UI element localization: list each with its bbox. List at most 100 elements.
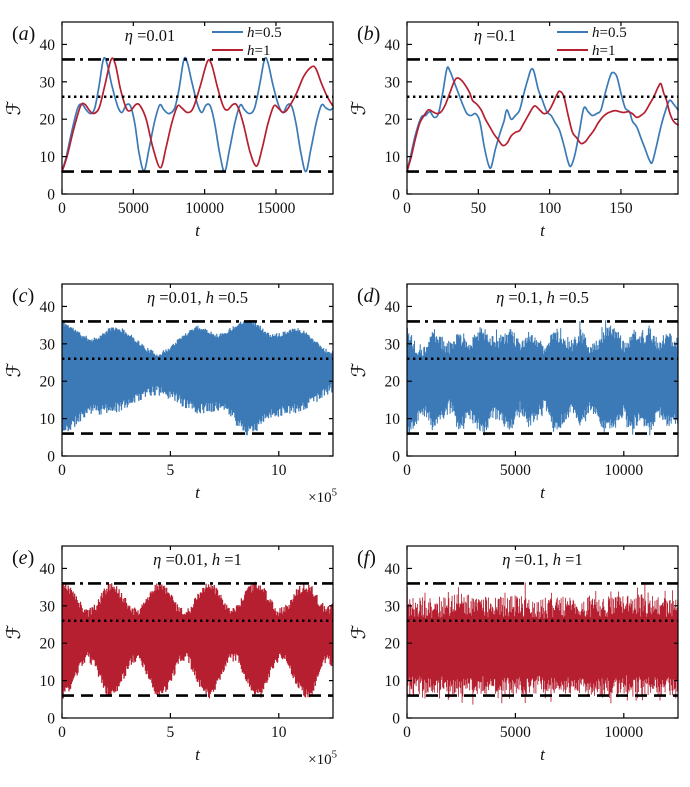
axes-box [61,545,334,719]
panel-e: 0 5 10 0 10 20 30 40 (e) η =0.01, h =1 t ×105 ℱ [0,524,345,787]
y-tick-label: 0 [392,449,400,466]
x-axis-label: t [195,221,201,240]
series-h=1 [61,57,334,173]
x-tick-label: 0 [58,462,66,479]
x-tick-label: 5000 [118,200,149,217]
x-tick-label: 0 [403,462,411,479]
x-axis-label: t [540,745,546,764]
y-tick-label: 30 [40,336,56,353]
series-h=0.5 [406,320,679,436]
y-tick-label: 40 [385,299,401,316]
y-tick-label: 20 [385,374,401,391]
x-tick-label: 10000 [604,724,643,741]
x-tick-label: 50 [471,200,487,217]
y-tick-label: 30 [40,74,56,91]
y-tick-label: 30 [385,336,401,353]
y-tick-label: 0 [47,187,55,204]
panel-label: (b) [357,23,380,45]
x-axis-label: t [540,221,546,240]
panel-label: (f) [357,547,376,569]
y-tick-label: 10 [385,149,401,166]
y-axis-label: ℱ [4,100,25,115]
panel-label: (e) [12,547,34,569]
x-axis-label: t [540,483,546,502]
legend-label-h=1: h=1 [247,43,270,59]
y-tick-label: 40 [40,299,56,316]
y-tick-label: 20 [40,112,56,129]
y-axis-label: ℱ [349,100,370,115]
y-tick-label: 40 [40,561,56,578]
panel-c-plot: 0 5 10 0 10 20 30 40 (c) η =0.01, h =0.5 t ×105 ℱ [4,283,337,506]
y-tick-label: 10 [40,411,56,428]
axes-box [406,21,679,195]
x-tick-label: 10 [271,462,287,479]
series-h=1 [61,581,334,699]
panel-title: η =0.1, h =1 [502,550,582,569]
y-axis-label: ℱ [4,624,25,639]
y-tick-label: 0 [47,449,55,466]
x-tick-label: 0 [403,724,411,741]
y-tick-label: 10 [385,673,401,690]
y-axis-label: ℱ [349,624,370,639]
panel-title: η =0.01, h =0.5 [147,288,248,307]
y-tick-label: 10 [40,149,56,166]
x-tick-label: 15000 [257,200,296,217]
x-tick-label: 5 [167,462,175,479]
y-tick-label: 30 [385,598,401,615]
axes-box [406,545,679,719]
panel-c: 0 5 10 0 10 20 30 40 (c) η =0.01, h =0.5 t ×105 ℱ [0,262,345,524]
x-tick-label: 0 [58,200,66,217]
panel-title: η =0.01, h =1 [153,550,242,569]
x-tick-label: 10000 [185,200,224,217]
x-tick-label: 10 [271,724,287,741]
y-tick-label: 20 [40,636,56,653]
series-h=1 [406,582,679,705]
y-tick-label: 40 [385,561,401,578]
y-tick-label: 0 [392,711,400,728]
y-tick-label: 20 [385,636,401,653]
axes-box [61,21,334,195]
series-h=0.5 [406,66,679,173]
series-h=0.5 [61,56,334,173]
panel-title: η =0.01 [125,26,176,45]
axes-box [406,283,679,457]
x-exponent-label: ×105 [308,486,337,506]
axes-box [61,283,334,457]
x-tick-label: 0 [58,724,66,741]
panel-f-plot: 0 5000 10000 0 10 20 30 40 (f) η =0.1, h =1 t ℱ [349,545,679,764]
x-tick-label: 5000 [500,724,531,741]
panel-label: (d) [357,285,380,307]
y-tick-label: 30 [385,74,401,91]
x-tick-label: 10000 [604,462,643,479]
y-tick-label: 0 [47,711,55,728]
x-tick-label: 0 [403,200,411,217]
x-exponent-label: ×105 [308,748,337,768]
x-axis-label: t [195,483,201,502]
series-h=1 [406,77,679,173]
panel-a-plot: 0 5000 10000 15000 0 10 20 30 40 (a) η =0.01 t ℱh=0.… [4,21,334,240]
x-tick-label: 5000 [500,462,531,479]
panel-label: (a) [12,23,35,45]
x-tick-label: 100 [538,200,562,217]
legend-label-h=0.5: h=0.5 [247,25,282,41]
y-axis-label: ℱ [4,362,25,377]
panel-f: 0 5000 10000 0 10 20 30 40 (f) η =0.1, h =1 t ℱ [345,524,690,787]
panel-e-plot: 0 5 10 0 10 20 30 40 (e) η =0.01, h =1 t ×105 ℱ [4,545,337,768]
y-tick-label: 10 [385,411,401,428]
panel-b-plot: 0 50 100 150 0 10 20 30 40 (b) η =0.1 t ℱh=0.5 h=1 [349,21,679,240]
y-tick-label: 30 [40,598,56,615]
y-tick-label: 20 [385,112,401,129]
panel-d-plot: 0 5000 10000 0 10 20 30 40 (d) η =0.1, h =0.5 t ℱ [349,283,679,502]
y-tick-label: 20 [40,374,56,391]
panel-title: η =0.1 [474,26,516,45]
y-tick-label: 40 [40,37,56,54]
panel-title: η =0.1, h =0.5 [496,288,589,307]
y-axis-label: ℱ [349,362,370,377]
x-tick-label: 150 [609,200,633,217]
y-tick-label: 40 [385,37,401,54]
series-h=0.5 [61,320,334,436]
x-axis-label: t [195,745,201,764]
